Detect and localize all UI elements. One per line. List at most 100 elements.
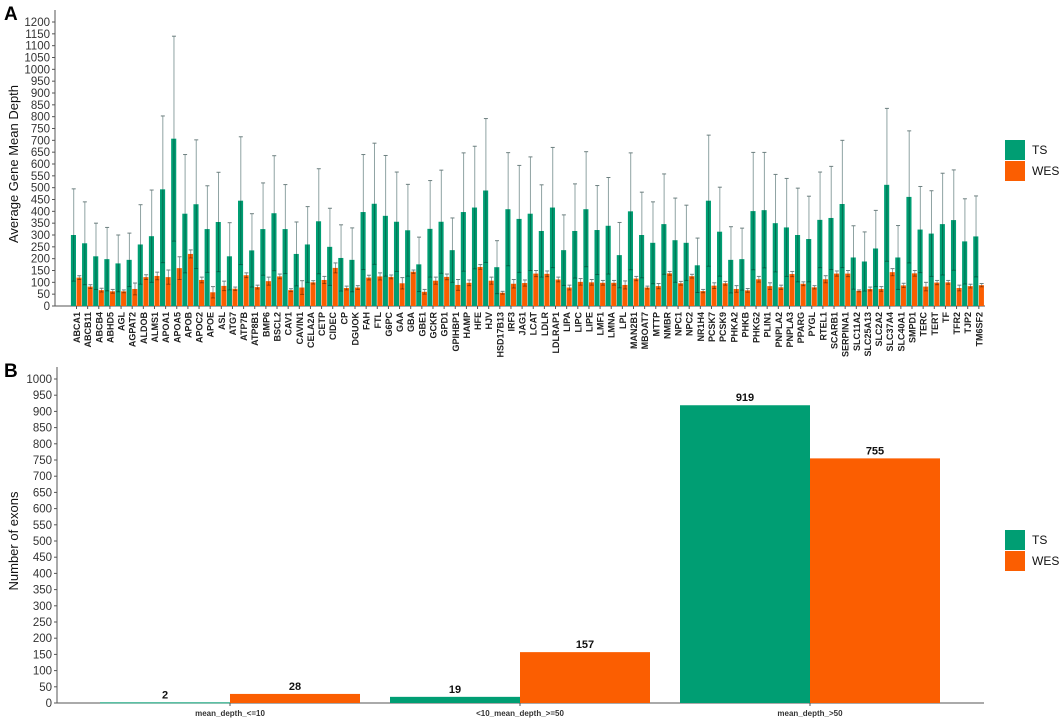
- x-tick-label: ATP7B: [239, 312, 249, 341]
- panel-label: B: [4, 361, 18, 382]
- y-tick-label: 900: [31, 88, 50, 100]
- bar-ts-IRF3: [505, 209, 511, 306]
- bar-wes-ABHD5: [109, 291, 116, 306]
- bar-ts-LCAT: [527, 213, 533, 306]
- y-tick-label: 450: [33, 552, 52, 564]
- x-tick-label: GAA: [395, 312, 405, 333]
- x-tick-label: APOC2: [195, 312, 205, 343]
- bar-wes-PNPLA2: [778, 287, 784, 306]
- bar-ts-TM6SF2: [973, 236, 979, 306]
- x-tick-label: PHKG2: [752, 312, 762, 343]
- bar-ts-LDLR: [538, 230, 544, 306]
- x-tick-label: G6PC: [384, 312, 394, 337]
- bar-ts-BMP6: [260, 229, 266, 306]
- bar-ts-RTEL1: [817, 219, 823, 306]
- y-tick-label: 350: [31, 218, 50, 230]
- y-tick-label: 1000: [26, 374, 52, 386]
- y-tick-label: 750: [31, 124, 50, 136]
- y-tick-label: 550: [31, 171, 50, 183]
- x-tick-label: RTEL1: [818, 312, 828, 341]
- legend-swatch-ts: [1005, 140, 1025, 160]
- bar-ts-PHKB: [739, 259, 745, 306]
- bar-wes-HFE: [477, 266, 483, 306]
- x-tick-label: GPIHBP1: [451, 312, 461, 352]
- bar-wes-TJP2: [967, 286, 973, 306]
- bar-wes-PLIN1: [767, 286, 773, 306]
- x-tick-label: ABCB4: [94, 312, 104, 343]
- bar-ts-LIPC: [572, 230, 578, 306]
- x-tick-label: GPD1: [440, 312, 450, 337]
- bar-ts-HFE: [471, 207, 478, 306]
- x-tick-label: APOA1: [161, 312, 171, 343]
- bar-wes-1: [520, 652, 650, 703]
- bar-ts-CELA2A: [304, 244, 310, 306]
- x-tick-label: PNPLA3: [785, 312, 795, 348]
- x-tick-label: ATP8B1: [250, 312, 260, 346]
- bar-ts-FTL: [371, 203, 377, 306]
- y-tick-label: 950: [33, 390, 52, 402]
- bar-ts-LDLRAP1: [549, 207, 556, 306]
- bar-ts-TERT: [928, 233, 934, 306]
- x-tick-label: HJV: [484, 312, 494, 330]
- y-tick-label: 100: [31, 277, 50, 289]
- bar-wes-ASL: [221, 285, 227, 306]
- legend-swatch-ts: [1005, 530, 1025, 550]
- bar-ts-FAH: [360, 212, 366, 306]
- bar-wes-PCSK7: [711, 285, 717, 306]
- y-tick-label: 750: [33, 455, 52, 467]
- x-tick-label: TJP2: [963, 312, 973, 334]
- bar-wes-SLC25A13: [867, 288, 873, 306]
- legend-label-wes: WES: [1032, 554, 1059, 568]
- bar-wes-PPARG: [800, 283, 806, 306]
- y-tick-label: 1050: [24, 53, 50, 65]
- bar-ts-DGUOK: [349, 259, 355, 306]
- bar-wes-TERT: [934, 282, 940, 306]
- bar-wes-HAMP: [466, 282, 472, 306]
- bar-wes-SLC37A4: [889, 272, 895, 306]
- bar-wes-PHKA2: [733, 288, 739, 306]
- bar-wes-TM6SF2: [978, 285, 984, 306]
- x-tick-label: ABHD5: [105, 312, 115, 343]
- bar-ts-PNPLA2: [772, 223, 778, 306]
- bar-ts-TF: [939, 224, 945, 306]
- bar-ts-SCARB1: [828, 217, 834, 306]
- bar-ts-GPD1: [438, 221, 444, 306]
- bar-ts-CIDEC: [327, 246, 333, 306]
- x-tick-label: GBA: [406, 312, 416, 333]
- bar-ts-SMPD1: [906, 196, 912, 306]
- data-label: 28: [289, 681, 301, 693]
- bar-ts-NR1H4: [694, 265, 700, 306]
- bar-wes-SLC40A1: [900, 285, 906, 306]
- bar-ts-1: [390, 696, 520, 703]
- bar-ts-LIPA: [561, 250, 567, 306]
- bar-wes-SMPD1: [912, 273, 918, 306]
- y-tick-label: 350: [33, 585, 52, 597]
- x-tick-label: GCKR: [428, 312, 438, 339]
- bar-ts-TERC: [917, 229, 923, 306]
- x-tick-label: CIDEC: [328, 312, 338, 341]
- x-tick-label: TERT: [930, 312, 940, 336]
- y-tick-label: 500: [31, 183, 50, 195]
- y-tick-label: 650: [31, 147, 50, 159]
- x-tick-label: LIPC: [573, 312, 583, 333]
- bar-wes-PCSK9: [722, 283, 728, 306]
- bar-wes-2: [810, 458, 940, 703]
- bar-ts-PPARG: [795, 235, 801, 306]
- x-tick-label: LIPE: [584, 312, 594, 332]
- x-tick-label: JAG1: [518, 312, 528, 336]
- bar-ts-SLC25A13: [861, 261, 867, 306]
- bar-ts-ATG7: [226, 256, 232, 306]
- y-tick-label: 200: [33, 633, 52, 645]
- bar-wes-ATG7: [232, 288, 238, 306]
- legend-label-ts: TS: [1032, 533, 1047, 547]
- bar-wes-SLC11A2: [856, 290, 862, 306]
- y-tick-label: 800: [31, 112, 50, 124]
- bar-ts-SLC2A2: [872, 248, 879, 306]
- bar-wes-CELA2A: [310, 282, 316, 306]
- bar-ts-HSD17B13: [494, 267, 500, 306]
- bar-wes-NPC2: [689, 276, 695, 306]
- bar-ts-ATP8B1: [249, 250, 255, 306]
- y-tick-label: 900: [33, 406, 52, 418]
- bar-wes-LCAT: [533, 273, 539, 306]
